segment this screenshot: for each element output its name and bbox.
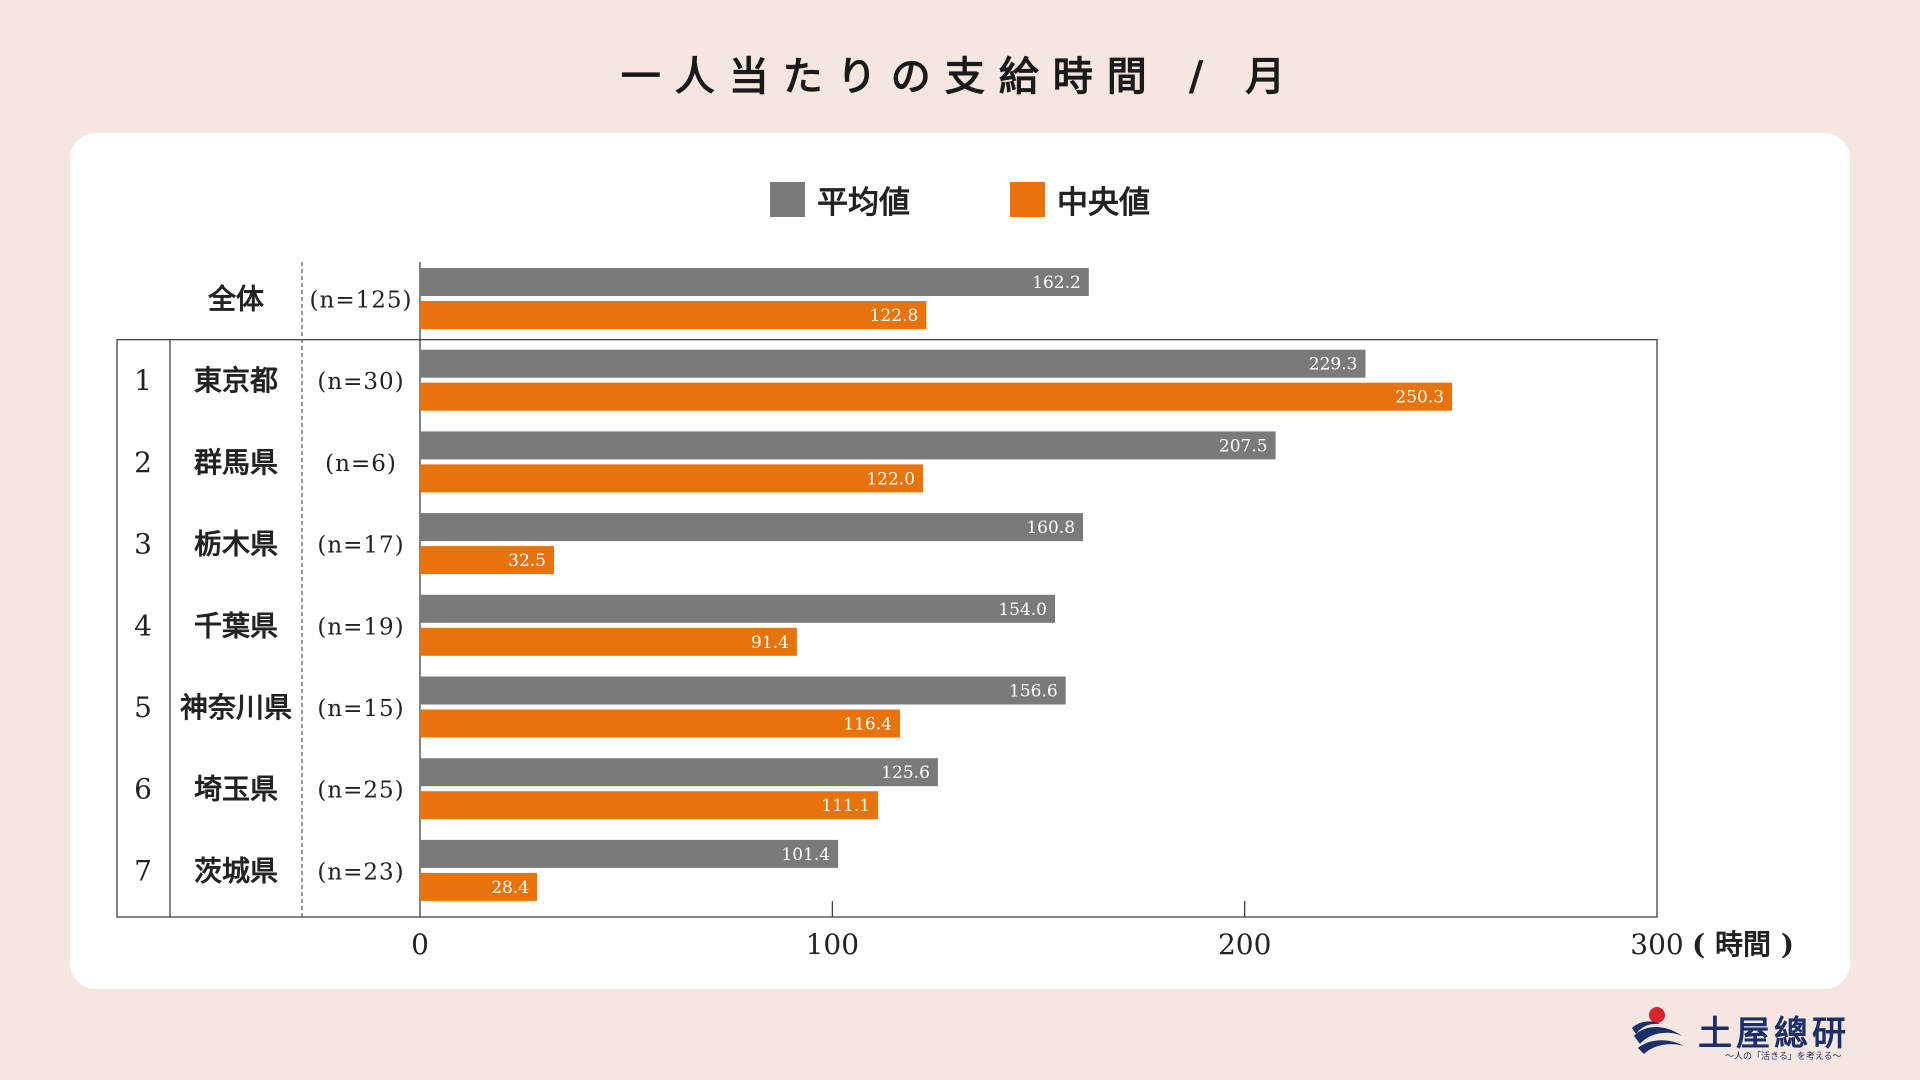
bar-median: [420, 872, 538, 901]
bar-value-label-mean: 154.0: [998, 600, 1047, 620]
bar-value-label-mean: 101.4: [781, 845, 830, 865]
x-tick-label: 100: [806, 928, 859, 961]
bar-median: [420, 464, 924, 493]
bar-mean: [420, 676, 1066, 705]
bar-mean: [420, 349, 1366, 378]
row-sample-size: (n=23): [317, 859, 404, 885]
bar-value-label-median: 250.3: [1395, 388, 1444, 408]
x-tick-label: 200: [1218, 928, 1271, 961]
row-rank: 1: [134, 364, 152, 397]
bar-value-label-median: 122.8: [870, 306, 919, 326]
row-rank: 6: [134, 773, 152, 806]
row-sample-size: (n=30): [317, 369, 404, 395]
logo-tagline: 〜人の「活きる」を考える〜: [1725, 1052, 1842, 1062]
x-tick-label: 300: [1630, 928, 1683, 961]
bar-value-label-mean: 162.2: [1032, 273, 1081, 293]
row-sample-size: (n=125): [310, 288, 413, 314]
row-sample-size: (n=25): [317, 778, 404, 804]
ranking-box: [116, 339, 1658, 918]
bar-value-label-mean: 160.8: [1026, 518, 1075, 538]
bar-value-label-mean: 125.6: [881, 763, 930, 783]
bar-value-label-median: 91.4: [751, 633, 789, 653]
row-sample-size: (n=15): [317, 696, 404, 722]
row-name: 千葉県: [194, 609, 278, 642]
row-rank: 3: [134, 528, 152, 561]
row-name: 神奈川県: [180, 691, 292, 724]
bar-median: [420, 546, 555, 575]
bar-value-label-mean: 156.6: [1009, 682, 1058, 702]
bar-median: [420, 709, 900, 738]
bar-value-label-median: 122.0: [866, 469, 915, 489]
bar-mean: [420, 758, 938, 787]
bar-mean: [420, 431, 1276, 460]
row-name: 栃木県: [194, 528, 278, 561]
bar-chart: 0 100 200 300 ( 時間 ) 全体 (n=125) 162.2 122.8 1 東京都 (…: [116, 262, 1794, 961]
bar-median: [420, 301, 927, 329]
row-sample-size: (n=17): [317, 533, 404, 559]
row-name: 群馬県: [194, 446, 278, 479]
bar-median: [420, 791, 879, 820]
logo-name: 土屋總研: [1698, 1014, 1850, 1054]
bar-value-label-mean: 207.5: [1219, 436, 1268, 456]
legend-label-mean: 平均値: [817, 185, 910, 221]
bar-value-label-median: 111.1: [821, 796, 870, 816]
bar-mean: [420, 268, 1089, 296]
row-sample-size: (n=6): [325, 451, 397, 477]
row-rank: 2: [134, 446, 152, 479]
row-name: 全体: [207, 283, 265, 316]
row-name: 東京都: [194, 364, 278, 397]
x-tick-label: 0: [411, 928, 429, 961]
logo: 土屋總研 〜人の「活きる」を考える〜: [1630, 1000, 1870, 1065]
legend-swatch-mean: [770, 182, 805, 217]
bar-value-label-mean: 229.3: [1309, 355, 1358, 375]
bar-median: [420, 382, 1453, 411]
legend-swatch-median: [1010, 182, 1045, 217]
row-rank: 4: [134, 609, 152, 642]
bar-value-label-median: 32.5: [508, 551, 546, 571]
bar-mean: [420, 513, 1084, 542]
row-name: 茨城県: [194, 854, 278, 887]
chart-title: 一人当たりの支給時間 / 月: [620, 53, 1300, 100]
row-sample-size: (n=19): [317, 614, 404, 640]
row-rank: 5: [134, 691, 152, 724]
row-name: 埼玉県: [194, 773, 278, 806]
legend-item-mean: 平均値: [770, 177, 910, 222]
row-rank: 7: [134, 854, 152, 887]
legend: 平均値 中央値: [0, 177, 1920, 221]
logo-wave-icon: [1632, 1007, 1684, 1054]
bar-median: [420, 627, 797, 656]
legend-label-median: 中央値: [1057, 185, 1150, 221]
bar-value-label-median: 28.4: [491, 878, 529, 898]
bar-mean: [420, 839, 839, 868]
bar-mean: [420, 594, 1055, 623]
x-axis-unit: ( 時間 ): [1692, 928, 1794, 961]
legend-item-median: 中央値: [1010, 177, 1150, 222]
bar-value-label-median: 116.4: [843, 715, 892, 735]
